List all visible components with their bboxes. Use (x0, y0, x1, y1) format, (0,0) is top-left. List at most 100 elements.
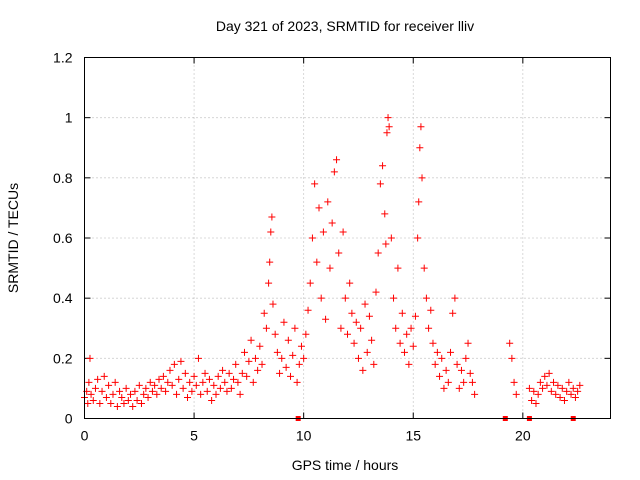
data-point (291, 324, 299, 332)
data-point (427, 306, 435, 314)
data-point (330, 168, 338, 176)
data-point (385, 123, 393, 131)
data-point (85, 378, 93, 386)
y-tick-label: 0.8 (53, 170, 73, 186)
data-point (238, 369, 246, 377)
data-point (151, 381, 159, 389)
data-point (87, 390, 95, 398)
data-points (81, 114, 584, 410)
data-point (100, 372, 108, 380)
data-point (462, 354, 470, 362)
data-point (571, 393, 579, 401)
data-point (194, 354, 202, 362)
data-point (265, 279, 273, 287)
data-point (324, 198, 332, 206)
data-point (567, 390, 575, 398)
data-point (254, 366, 262, 374)
data-point (440, 384, 448, 392)
data-point (295, 360, 303, 368)
data-point (278, 354, 286, 362)
data-point (227, 384, 235, 392)
data-point (190, 372, 198, 380)
data-point (363, 348, 371, 356)
data-point (341, 294, 349, 302)
data-point (98, 387, 106, 395)
data-point (199, 378, 207, 386)
data-point (528, 396, 536, 404)
data-point (116, 387, 124, 395)
data-point (210, 381, 218, 389)
data-point (442, 366, 450, 374)
data-point (563, 387, 571, 395)
data-point (297, 342, 305, 350)
data-point (352, 318, 360, 326)
data-point (175, 375, 183, 383)
data-point (532, 399, 540, 407)
data-point (289, 351, 297, 359)
data-point (302, 330, 310, 338)
data-point (425, 324, 433, 332)
data-point (512, 390, 520, 398)
data-point (455, 384, 463, 392)
data-point (308, 234, 316, 242)
data-point (260, 309, 268, 317)
data-point (287, 372, 295, 380)
data-point (135, 381, 143, 389)
data-point (460, 378, 468, 386)
data-point (337, 324, 345, 332)
data-point (418, 174, 426, 182)
data-point (541, 372, 549, 380)
data-point (153, 390, 161, 398)
data-point (536, 378, 544, 386)
data-point (170, 360, 178, 368)
data-point (315, 204, 323, 212)
data-point (414, 234, 422, 242)
data-point (552, 390, 560, 398)
data-point (118, 393, 126, 401)
data-point (179, 384, 187, 392)
data-point (267, 228, 275, 236)
data-point (333, 156, 341, 164)
data-point (429, 339, 437, 347)
x-tick-label: 5 (190, 428, 198, 444)
data-point (398, 309, 406, 317)
data-point (466, 369, 474, 377)
data-point (197, 390, 205, 398)
data-point (262, 324, 270, 332)
data-point (381, 210, 389, 218)
data-point (86, 354, 94, 362)
data-point (576, 381, 584, 389)
data-point (162, 387, 170, 395)
data-point (558, 384, 566, 392)
data-point (525, 384, 533, 392)
data-point (547, 387, 555, 395)
data-point (372, 288, 380, 296)
data-point (396, 339, 404, 347)
data-point (122, 384, 130, 392)
data-point (269, 300, 277, 308)
data-point (94, 375, 102, 383)
data-point (300, 354, 308, 362)
data-point (451, 294, 459, 302)
data-point (113, 402, 121, 410)
data-point (382, 240, 390, 248)
data-point (350, 339, 358, 347)
data-point (335, 249, 343, 257)
data-point (354, 354, 362, 362)
data-point (322, 315, 330, 323)
data-point (416, 144, 424, 152)
data-point (346, 279, 354, 287)
data-point (127, 390, 135, 398)
x-tick-label: 10 (296, 428, 312, 444)
data-point (390, 294, 398, 302)
data-point (107, 399, 115, 407)
data-point (313, 258, 321, 266)
data-point (280, 318, 288, 326)
x-axis-label: GPS time / hours (292, 457, 399, 473)
tick-labels: 0 5 10 15 20 0 0.2 0.4 0.6 0.8 1 1.2 (53, 50, 531, 444)
data-point (102, 393, 110, 401)
chart-title: Day 321 of 2023, SRMTID for receiver lli… (216, 18, 474, 34)
data-point (142, 384, 150, 392)
data-point (146, 378, 154, 386)
data-point (168, 381, 176, 389)
